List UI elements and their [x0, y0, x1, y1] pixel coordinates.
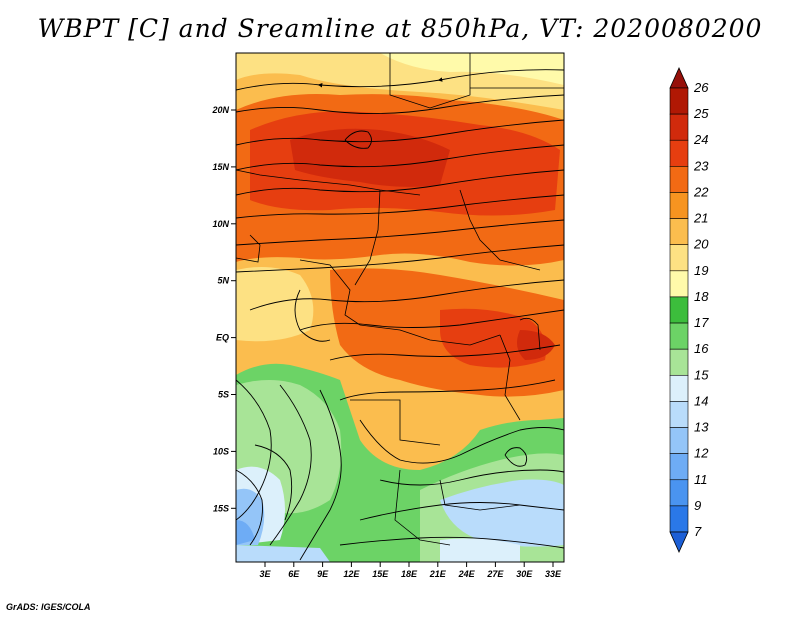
colorbar: 26 25 24 23 22 21 20 19 18 17 16 15 14 13 12 11 9 7	[669, 67, 709, 553]
colorbar-label: 20	[693, 237, 709, 252]
lat-tick-label: 15S	[213, 503, 229, 513]
colorbar-label: 19	[694, 263, 708, 278]
colorbar-label: 14	[694, 393, 708, 408]
colorbar-swatch	[669, 113, 689, 141]
colorbar-swatch	[669, 427, 689, 454]
colorbar-label: 17	[694, 315, 709, 330]
map-title: WBPT [C] and Sreamline at 850hPa, VT: 20…	[37, 14, 763, 43]
colorbar-swatch	[669, 192, 689, 219]
colorbar-label: 12	[694, 446, 709, 461]
colorbar-label: 24	[693, 132, 708, 147]
country-borders	[236, 53, 564, 546]
latitude-axis: 20N 15N 10N 5N EQ 5S 10S 15S	[211, 105, 236, 513]
colorbar-swatch	[669, 87, 689, 115]
colorbar-label: 23	[693, 158, 709, 173]
lat-tick-label: 20N	[211, 105, 229, 115]
lon-tick-label: 9E	[317, 569, 329, 579]
lon-tick-label: 33E	[545, 569, 562, 579]
lat-tick-label: EQ	[216, 333, 229, 343]
colorbar-swatch	[669, 479, 689, 507]
colorbar-swatch	[669, 166, 689, 193]
colorbar-label: 26	[693, 80, 709, 95]
colorbar-cap-top	[669, 67, 689, 89]
colorbar-swatch	[669, 453, 689, 481]
colorbar-swatch	[669, 270, 689, 298]
footer-credit: GrADS: IGES/COLA	[6, 602, 91, 612]
lat-tick-label: 5S	[218, 390, 229, 400]
colorbar-swatch	[669, 139, 689, 167]
map-frame	[235, 52, 565, 563]
lon-tick-label: 18E	[401, 569, 418, 579]
longitude-axis: 3E 6E 9E 12E 15E 18E 21E 24E 27E 30E 33E	[259, 562, 562, 579]
colorbar-label: 25	[693, 106, 709, 121]
lon-tick-label: 3E	[259, 569, 271, 579]
lon-tick-label: 6E	[288, 569, 300, 579]
colorbar-label: 9	[694, 498, 701, 513]
lon-tick-label: 24E	[458, 569, 476, 579]
colorbar-label: 21	[693, 211, 708, 226]
map-field	[236, 53, 564, 562]
colorbar-swatch	[669, 401, 689, 428]
lat-tick-label: 10N	[212, 219, 229, 229]
colorbar-cap-bottom	[669, 531, 689, 553]
colorbar-swatch	[669, 218, 689, 246]
lon-tick-label: 21E	[429, 569, 447, 579]
colorbar-swatch	[669, 296, 689, 324]
lon-tick-label: 30E	[516, 569, 533, 579]
colorbar-swatch	[669, 348, 689, 376]
colorbar-swatch	[669, 505, 689, 533]
streamlines	[236, 69, 564, 561]
colorbar-swatch	[669, 322, 689, 350]
lat-tick-label: 10S	[213, 446, 229, 456]
colorbar-label: 7	[694, 524, 702, 539]
colorbar-label: 16	[694, 341, 709, 356]
colorbar-label: 15	[694, 367, 709, 382]
colorbar-label: 18	[694, 289, 709, 304]
colorbar-label: 11	[694, 472, 708, 487]
colorbar-swatch	[669, 244, 689, 272]
colorbar-label: 13	[694, 420, 709, 435]
colorbar-swatch	[669, 374, 689, 402]
lat-tick-label: 15N	[212, 162, 229, 172]
lon-tick-label: 27E	[486, 569, 504, 579]
lat-tick-label: 5N	[217, 276, 229, 286]
lon-tick-label: 15E	[372, 569, 389, 579]
lon-tick-label: 12E	[343, 569, 360, 579]
colorbar-label: 22	[693, 184, 709, 199]
